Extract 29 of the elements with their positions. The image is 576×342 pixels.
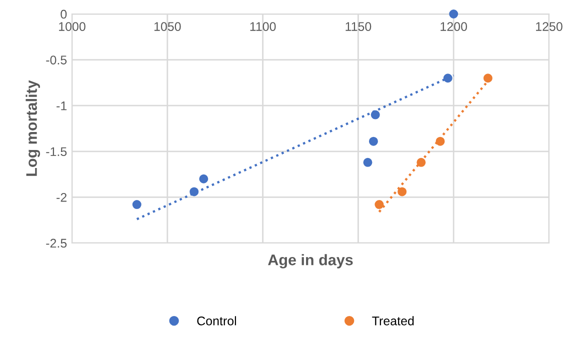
point: [483, 74, 492, 83]
y-tick-label: -2: [56, 193, 67, 202]
point: [443, 74, 452, 83]
y-tick-label: -0.5: [46, 56, 67, 64]
point: [132, 200, 142, 210]
legend-label: Control: [197, 316, 236, 326]
y-tick-label: -1: [56, 102, 67, 110]
x-tick-label: 1250: [536, 22, 562, 31]
y-tick-label: -2.5: [46, 238, 67, 248]
point: [370, 110, 380, 120]
x-tick-label: 1150: [346, 22, 372, 31]
point: [363, 158, 372, 167]
point: [436, 136, 445, 146]
x-tick-label: 1050: [154, 22, 181, 31]
x-axis-title: Age in days: [268, 254, 353, 268]
point: [199, 174, 208, 184]
point: [368, 136, 378, 146]
x-tick-label: 1000: [59, 22, 86, 31]
x-tick-label: 1200: [440, 22, 468, 31]
x-tick-label: 1100: [250, 22, 276, 31]
y-tick-label: -1.5: [46, 147, 67, 156]
point: [374, 200, 384, 210]
point: [449, 10, 458, 18]
point: [398, 187, 407, 196]
point: [416, 158, 426, 167]
y-axis-title: Log mortality: [26, 80, 40, 176]
y-tick-label: 0: [60, 10, 67, 19]
point: [190, 187, 199, 196]
legend-label: Treated: [372, 316, 414, 326]
